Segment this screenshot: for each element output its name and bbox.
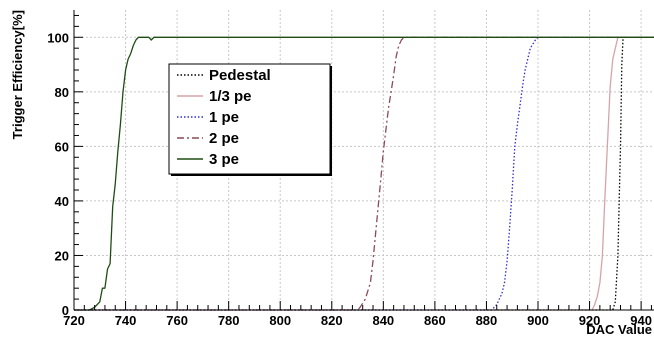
legend-label-0: Pedestal	[209, 67, 271, 84]
x-tick-label: 860	[424, 313, 446, 328]
y-tick-label: 80	[55, 85, 69, 100]
series-group	[74, 36, 654, 311]
series-line-1	[74, 36, 654, 311]
y-tick-label: 60	[55, 139, 69, 154]
y-axis-title: Trigger Efficiency[%]	[10, 10, 25, 139]
x-tick-label: 940	[630, 313, 652, 328]
legend-label-4: 3 pe	[209, 151, 239, 168]
y-tick-label: 40	[55, 194, 69, 209]
plot-frame	[73, 10, 654, 311]
x-tick-label: 800	[269, 313, 291, 328]
x-tick-label: 840	[372, 313, 394, 328]
axis-ticks: 720 740 760 780 800 820 840 860 880 900 920 940 0 20 4…	[47, 14, 652, 328]
legend-label-3: 2 pe	[209, 130, 239, 147]
x-tick-label: 780	[218, 313, 240, 328]
x-tick-label: 820	[321, 313, 343, 328]
legend: Pedestal 1/3 pe 1 pe 2 pe 3 pe	[168, 63, 332, 176]
legend-label-2: 1 pe	[209, 109, 239, 126]
series-line-2	[74, 36, 654, 311]
legend-box	[168, 63, 331, 175]
x-tick-label: 720	[63, 313, 85, 328]
x-tick-label: 900	[527, 313, 549, 328]
x-tick-label: 760	[166, 313, 188, 328]
legend-label-1: 1/3 pe	[209, 88, 252, 105]
series-line-3	[74, 36, 654, 311]
grid	[73, 10, 654, 311]
y-tick-label: 100	[47, 30, 69, 45]
series-line-4	[74, 36, 654, 311]
y-tick-label: 20	[55, 248, 69, 263]
x-axis-title: DAC Value	[586, 322, 652, 337]
x-tick-label: 920	[579, 313, 601, 328]
x-tick-label: 740	[115, 313, 137, 328]
series-line-0	[74, 36, 654, 311]
x-tick-label: 880	[476, 313, 498, 328]
y-tick-label: 0	[62, 303, 69, 318]
